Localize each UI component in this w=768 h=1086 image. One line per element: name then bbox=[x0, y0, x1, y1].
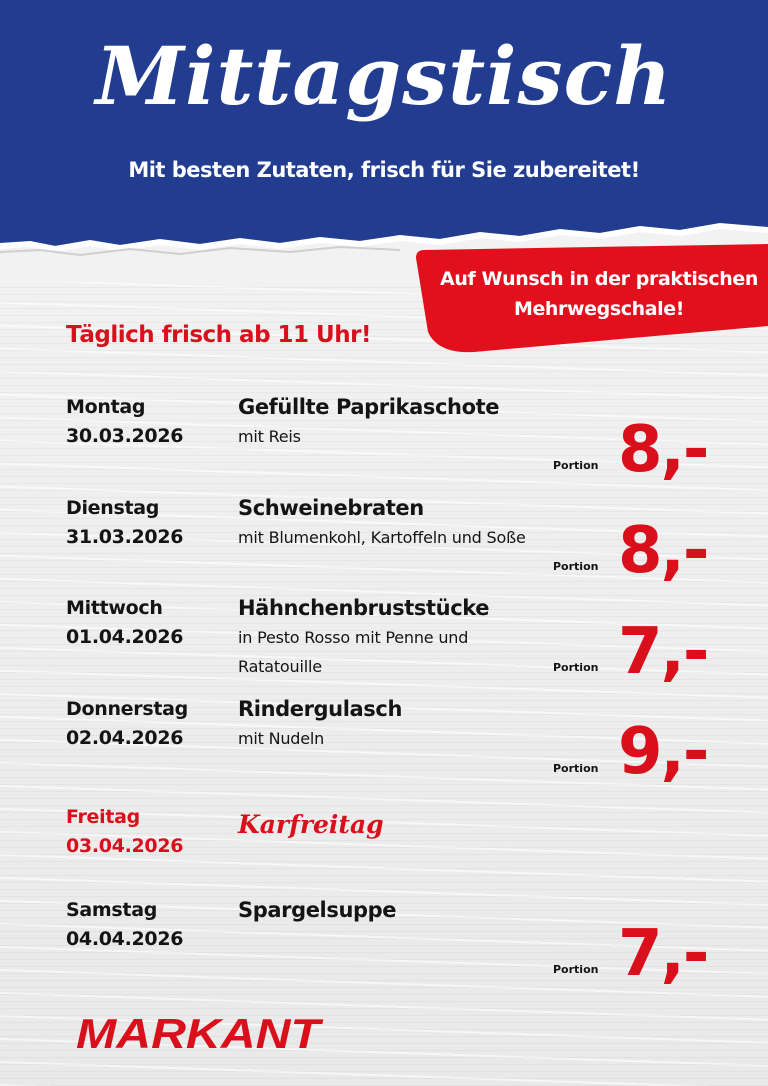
header-banner bbox=[0, 0, 768, 270]
holiday-label: Karfreitag bbox=[238, 810, 384, 839]
daily-fresh-tagline: Täglich frisch ab 11 Uhr! bbox=[66, 322, 371, 348]
dish-description: mit Blumenkohl, Kartoffeln und Soße bbox=[238, 523, 578, 552]
day-date: 01.04.2026 bbox=[66, 626, 184, 648]
day-date: 04.04.2026 bbox=[66, 928, 184, 950]
day-date: 02.04.2026 bbox=[66, 727, 184, 749]
dish-description-line: in Pesto Rosso mit Penne und bbox=[238, 628, 469, 647]
day-date: 03.04.2026 bbox=[66, 835, 184, 857]
price: 7,- bbox=[618, 615, 709, 689]
dish-description-line: Ratatouille bbox=[238, 657, 322, 676]
day-name: Dienstag bbox=[66, 497, 160, 519]
dish-name: Gefüllte Paprikaschote bbox=[238, 395, 500, 419]
menu-day: Mittwoch 01.04.2026 bbox=[66, 594, 226, 652]
dish-description: mit Nudeln bbox=[238, 724, 578, 753]
price: 7,- bbox=[618, 917, 709, 991]
badge-shape bbox=[416, 244, 768, 353]
price: 8,- bbox=[618, 514, 709, 588]
markant-logo: MARKANT bbox=[76, 1010, 324, 1054]
menu-day: Freitag 03.04.2026 bbox=[66, 803, 226, 861]
day-date: 30.03.2026 bbox=[66, 425, 184, 447]
dish-name: Hähnchenbruststücke bbox=[238, 596, 490, 620]
dish-name: Spargelsuppe bbox=[238, 898, 397, 922]
menu-day: Dienstag 31.03.2026 bbox=[66, 494, 226, 552]
day-name: Freitag bbox=[66, 806, 140, 828]
reusable-container-badge: Auf Wunsch in der praktischen Mehrwegsch… bbox=[414, 244, 768, 356]
page-title: Mittagstisch bbox=[95, 29, 673, 123]
dish-description: mit Reis bbox=[238, 422, 578, 451]
menu-day: Montag 30.03.2026 bbox=[66, 393, 226, 451]
menu-day: Donnerstag 02.04.2026 bbox=[66, 695, 226, 753]
portion-label: Portion bbox=[553, 963, 599, 976]
page-subtitle: Mit besten Zutaten, frisch für Sie zuber… bbox=[128, 158, 640, 182]
day-name: Montag bbox=[66, 396, 146, 418]
dish-name: Rindergulasch bbox=[238, 697, 402, 721]
badge-line-2: Mehrwegschale! bbox=[513, 298, 685, 320]
logo-text: MARKANT bbox=[76, 1010, 324, 1054]
price: 9,- bbox=[618, 715, 709, 789]
portion-label: Portion bbox=[553, 762, 599, 775]
price: 8,- bbox=[618, 413, 709, 487]
day-date: 31.03.2026 bbox=[66, 526, 184, 548]
day-name: Donnerstag bbox=[66, 698, 188, 720]
portion-label: Portion bbox=[553, 560, 599, 573]
dish-description-line: mit Nudeln bbox=[238, 729, 325, 748]
dish-name: Schweinebraten bbox=[238, 496, 424, 520]
menu-day: Samstag 04.04.2026 bbox=[66, 896, 226, 954]
dish-description-line: mit Reis bbox=[238, 427, 301, 446]
day-name: Mittwoch bbox=[66, 597, 163, 619]
dish-description: in Pesto Rosso mit Penne und Ratatouille bbox=[238, 623, 578, 681]
portion-label: Portion bbox=[553, 661, 599, 674]
badge-line-1: Auf Wunsch in der praktischen bbox=[440, 268, 758, 290]
portion-label: Portion bbox=[553, 459, 599, 472]
day-name: Samstag bbox=[66, 899, 158, 921]
dish-description-line: mit Blumenkohl, Kartoffeln und Soße bbox=[238, 528, 526, 547]
